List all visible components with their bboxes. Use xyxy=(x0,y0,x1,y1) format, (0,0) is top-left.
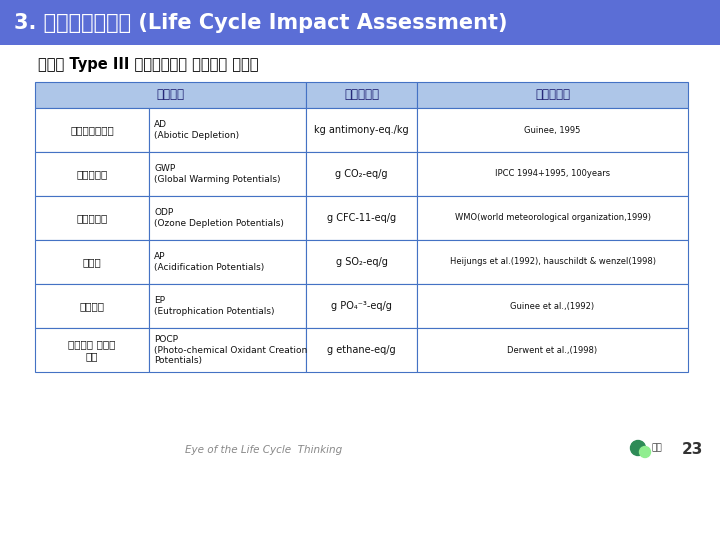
FancyBboxPatch shape xyxy=(35,108,149,152)
FancyBboxPatch shape xyxy=(306,152,417,196)
FancyBboxPatch shape xyxy=(417,240,688,284)
Text: kg antimony-eq./kg: kg antimony-eq./kg xyxy=(314,125,409,135)
FancyBboxPatch shape xyxy=(149,196,306,240)
FancyBboxPatch shape xyxy=(417,108,688,152)
FancyBboxPatch shape xyxy=(35,82,306,108)
FancyBboxPatch shape xyxy=(35,284,149,328)
Text: EP
(Eutrophication Potentials): EP (Eutrophication Potentials) xyxy=(154,296,275,316)
Text: GWP
(Global Warming Potentials): GWP (Global Warming Potentials) xyxy=(154,164,281,184)
Text: 지구온난화: 지구온난화 xyxy=(76,169,108,179)
FancyBboxPatch shape xyxy=(306,108,417,152)
Text: 에코: 에코 xyxy=(652,443,662,453)
FancyBboxPatch shape xyxy=(417,284,688,328)
FancyBboxPatch shape xyxy=(149,240,306,284)
Text: Heijungs et al.(1992), hauschildt & wenzel(1998): Heijungs et al.(1992), hauschildt & wenz… xyxy=(449,258,655,267)
FancyBboxPatch shape xyxy=(35,196,149,240)
FancyBboxPatch shape xyxy=(149,152,306,196)
FancyBboxPatch shape xyxy=(0,0,720,45)
Text: g ethane-eq/g: g ethane-eq/g xyxy=(327,345,396,355)
Text: AD
(Abiotic Depletion): AD (Abiotic Depletion) xyxy=(154,120,239,140)
FancyBboxPatch shape xyxy=(35,328,149,372)
FancyBboxPatch shape xyxy=(149,108,306,152)
FancyBboxPatch shape xyxy=(417,82,688,108)
FancyBboxPatch shape xyxy=(417,196,688,240)
Text: ODP
(Ozone Depletion Potentials): ODP (Ozone Depletion Potentials) xyxy=(154,208,284,228)
FancyBboxPatch shape xyxy=(35,240,149,284)
Text: Guinee, 1995: Guinee, 1995 xyxy=(524,125,581,134)
Text: 환경부 Type III 환경성적표지 영향평가 방법론: 환경부 Type III 환경성적표지 영향평가 방법론 xyxy=(38,57,258,72)
FancyBboxPatch shape xyxy=(417,152,688,196)
Text: AP
(Acidification Potentials): AP (Acidification Potentials) xyxy=(154,252,264,272)
Text: g CO₂-eq/g: g CO₂-eq/g xyxy=(336,169,388,179)
Text: IPCC 1994+1995, 100years: IPCC 1994+1995, 100years xyxy=(495,170,610,179)
Text: 광화학적 산화물
생성: 광화학적 산화물 생성 xyxy=(68,339,116,361)
Text: 부영양화: 부영양화 xyxy=(80,301,104,311)
Text: 3. 전과정영향평가 (Life Cycle Impact Assessment): 3. 전과정영향평가 (Life Cycle Impact Assessment… xyxy=(14,13,508,33)
Text: 영향범주: 영향범주 xyxy=(156,89,184,102)
Text: 산성화: 산성화 xyxy=(83,257,102,267)
FancyBboxPatch shape xyxy=(306,82,417,108)
FancyBboxPatch shape xyxy=(149,284,306,328)
Circle shape xyxy=(631,441,646,456)
Text: WMO(world meteorological organization,1999): WMO(world meteorological organization,19… xyxy=(454,213,650,222)
Text: Derwent et al.,(1998): Derwent et al.,(1998) xyxy=(508,346,598,354)
FancyBboxPatch shape xyxy=(306,196,417,240)
Text: g PO₄⁻³-eq/g: g PO₄⁻³-eq/g xyxy=(331,301,392,311)
FancyBboxPatch shape xyxy=(306,328,417,372)
Text: g SO₂-eq/g: g SO₂-eq/g xyxy=(336,257,387,267)
Text: 자원고갈잠재량: 자원고갈잠재량 xyxy=(71,125,114,135)
Circle shape xyxy=(639,447,650,457)
Text: g CFC-11-eq/g: g CFC-11-eq/g xyxy=(327,213,396,223)
Text: POCP
(Photo-chemical Oxidant Creation
Potentials): POCP (Photo-chemical Oxidant Creation Po… xyxy=(154,335,307,365)
Text: 오존층고갈: 오존층고갈 xyxy=(76,213,108,223)
FancyBboxPatch shape xyxy=(35,152,149,196)
FancyBboxPatch shape xyxy=(306,284,417,328)
Text: 특성화인자: 특성화인자 xyxy=(344,89,379,102)
FancyBboxPatch shape xyxy=(149,328,306,372)
Text: Eye of the Life Cycle  Thinking: Eye of the Life Cycle Thinking xyxy=(185,445,342,455)
Text: Guinee et al.,(1992): Guinee et al.,(1992) xyxy=(510,301,595,310)
FancyBboxPatch shape xyxy=(306,240,417,284)
FancyBboxPatch shape xyxy=(417,328,688,372)
Text: 특성화모델: 특성화모델 xyxy=(535,89,570,102)
Text: 23: 23 xyxy=(682,442,703,457)
